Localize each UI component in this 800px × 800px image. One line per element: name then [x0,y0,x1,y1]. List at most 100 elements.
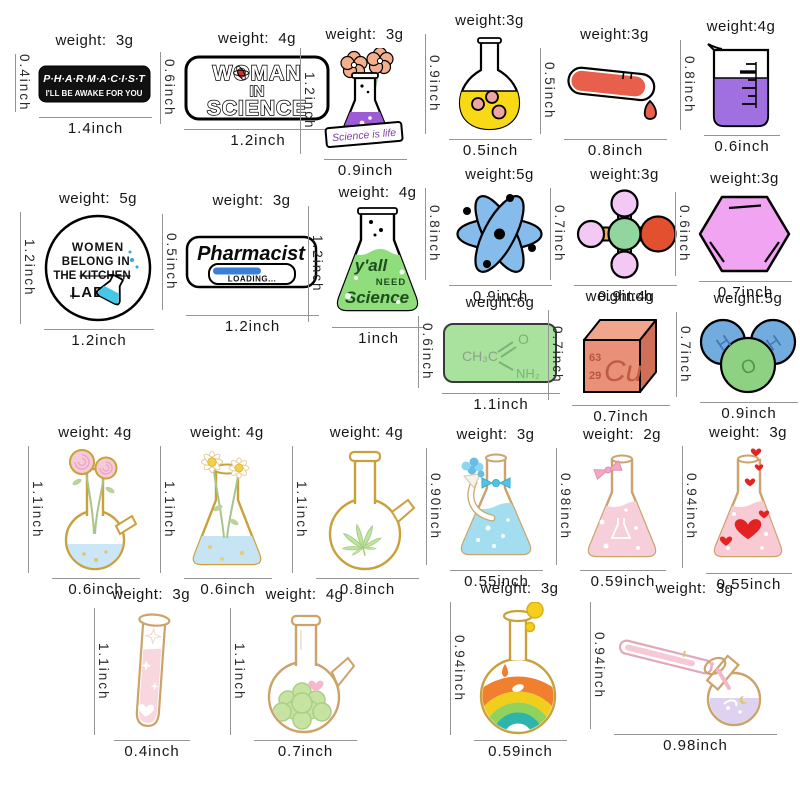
pink-bow-flask-pin-icon [578,448,666,565]
width-label: 0.9inch [337,162,394,179]
width-label: 0.98inch [663,737,728,754]
pin-card-molecule: weight:3g 0.7inch 0.9inch [550,166,677,306]
height-label: 0.7inch [550,326,565,384]
height-label: 0.5inch [164,233,179,291]
svg-text:NH₂: NH₂ [516,366,540,381]
width-ruler: 0.7inch [699,281,792,302]
pin-card-acetamide: weight:6g 0.6inch CH₃C O NH₂ 1.1inch [418,294,560,414]
pin-card-copper-cube: weight:4g 0.7inch 63 29 Cu 0.7inch [548,288,670,426]
width-ruler: 0.9inch [700,402,798,423]
weight-label: weight:6g [465,294,535,311]
width-ruler: 0.98inch [614,734,777,755]
height-label: 1.2inch [310,235,325,293]
height-ruler: 0.6inch [160,52,177,124]
height-label: 1.2inch [302,72,317,130]
measure-area: 0.94inch [682,446,792,568]
width-ruler: 0.6inch [52,578,140,599]
width-label: 1.2inch [71,332,127,349]
height-ruler: 0.94inch [450,602,467,735]
weight-label: weight:3g [455,12,524,29]
height-ruler: 0.5inch [162,214,179,310]
science-is-life-flask-pin-icon: Science is life [322,48,407,154]
atom-pin-icon [447,188,552,280]
height-label: 1.1inch [232,642,247,701]
width-label: 1.2inch [224,318,281,335]
pin-card-distillation-flask: weight: 3g 0.94inch [590,580,777,755]
height-ruler: 0.90inch [426,448,443,565]
pharmacist-loading-pin-icon: Pharmacist LOADING... [184,231,319,293]
measure-area: 0.7inch H H O [676,312,798,397]
weight-label: weight: 4g [58,424,132,441]
pin-card-rose-flask: weight: 4g 1.1inch 0.6inch [28,424,140,599]
yall-need-science-flask-pin-icon: y'all NEED Science [330,206,425,322]
width-ruler: 0.59inch [474,740,567,761]
width-label: 0.7inch [717,284,774,301]
pin-card-pharmacist-loading: weight: 3g 0.5inch Pharmacist LOADING...… [162,192,319,336]
height-ruler: 0.7inch [550,188,567,280]
pin-card-benzene-hexagon: weight:3g 0.6inch 0.7inch [675,170,792,302]
width-ruler: 0.8inch [564,139,667,160]
width-ruler: 0.55inch [450,570,543,591]
height-label: 0.8inch [682,56,697,114]
weight-label: weight:3g [590,166,659,183]
width-ruler: 1.4inch [39,116,152,138]
svg-text:WOMEN: WOMEN [72,240,124,254]
svg-text:Cu: Cu [604,355,643,388]
height-label: 0.94inch [684,473,699,541]
measure-area: 0.8inch [680,40,780,130]
weight-label: weight:5g [465,166,534,183]
distillation-flask-pin-icon [612,602,777,729]
height-ruler: 0.94inch [590,602,607,729]
measure-area: 0.4inch P·H·A·R·M·A·C·I·S·T I'LL BE AWAK… [15,54,152,112]
width-label: 0.5inch [462,142,519,159]
measure-area: 0.6inch WOMAN IN SCIENCE [160,52,332,124]
width-label: 0.55inch [464,573,529,590]
weight-label: weight: 4g [338,184,417,201]
width-ruler: 1.1inch [442,393,560,414]
height-ruler: 0.6inch [675,192,692,276]
height-ruler: 0.8inch [425,188,442,280]
width-label: 1.1inch [473,396,529,413]
herb-round-flask-pin-icon [252,608,357,735]
weight-label: weight: 4g [217,30,297,47]
weight-label: weight: 4g [329,424,404,441]
width-ruler: 0.4inch [114,740,191,761]
pin-card-h2o: weight:5g 0.7inch H H O 0.9inch [676,290,798,423]
height-ruler: 1.1inch [230,608,247,735]
copper-element-cube-pin-icon: 63 29 Cu [570,310,670,400]
pin-card-science-is-life: weight: 3g 1.2inch Science is [300,26,407,180]
pin-card-yellow-round-flask: weight:3g 0.9inch 0.5inch [425,12,532,160]
pink-test-tube-pin-icon [116,608,186,735]
pin-card-bouquet-blue-flask: weight: 3g 0.90inch 0.55inch [426,426,543,591]
measure-area: 0.98inch [556,448,666,565]
height-label: 1.1inch [294,480,309,539]
height-ruler: 0.7inch [676,312,693,397]
svg-text:63: 63 [589,352,601,364]
measure-area: 0.5inch [540,48,667,134]
height-label: 0.7inch [678,325,693,384]
weight-label: weight: 5g [58,190,138,207]
width-label: 0.55inch [716,576,782,593]
pin-card-yall-need-science: weight: 4g 1.2inch y'all NEED Science 1i… [308,184,425,348]
measure-area: 0.9inch [425,34,532,134]
height-ruler: 1.1inch [28,446,45,573]
height-ruler: 1.2inch [308,206,325,322]
svg-text:P·H·A·R·M·A·C·I·S·T: P·H·A·R·M·A·C·I·S·T [43,73,146,85]
svg-text:Pharmacist: Pharmacist [197,243,306,265]
weight-label: weight: 3g [325,26,404,43]
weight-label: weight:3g [710,170,779,187]
width-label: 0.59inch [590,573,656,590]
weight-label: weight: 2g [582,426,662,443]
height-ruler: 1.1inch [160,446,177,573]
weight-label: weight: 3g [112,586,191,603]
measure-area: 0.94inch [590,602,777,729]
height-ruler: 0.8inch [680,40,697,130]
height-ruler: 0.9inch [425,34,442,134]
height-label: 0.6inch [677,205,692,263]
width-ruler: 0.5inch [449,139,532,160]
width-label: 0.9inch [597,288,654,305]
measure-area: 1.1inch [292,446,419,573]
width-label: 0.6inch [200,581,256,598]
measure-area: 0.90inch [426,448,543,565]
width-label: 0.8inch [587,142,644,159]
